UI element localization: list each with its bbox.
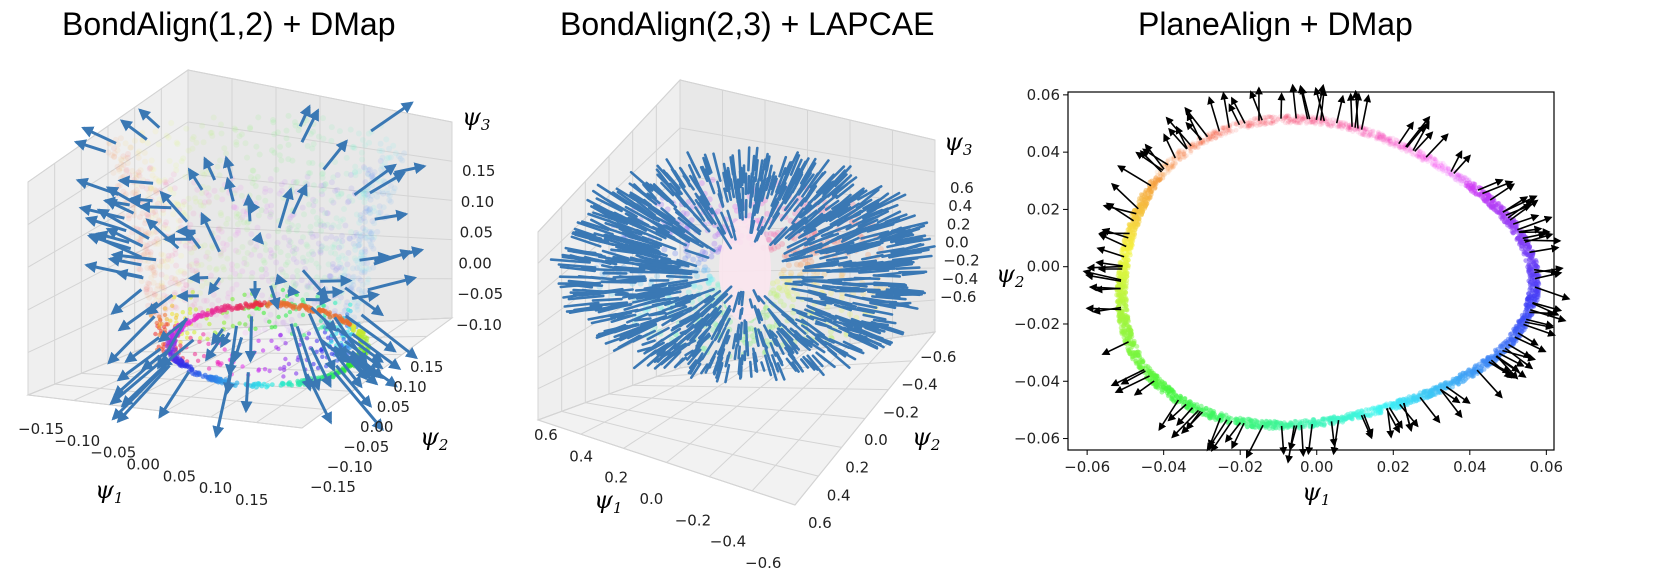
panel-1-ytick: 0.05 [377, 398, 410, 416]
panel-2-ztick: 0.6 [950, 179, 974, 197]
panel-3-xtick: −0.04 [1141, 458, 1187, 476]
panel-1-ytick: 0.15 [410, 358, 443, 376]
panel-2-xtick: 0.2 [604, 469, 628, 487]
panel-2-ytick: −0.4 [901, 376, 937, 394]
panel-2-ztick: 0.2 [947, 215, 971, 233]
panel-2-ztick: 0.0 [945, 234, 969, 252]
panel-1-ztick: 0.05 [460, 224, 493, 242]
panel-1-ztick: 0.15 [462, 162, 495, 180]
panel-1-ticks: −0.15−0.10−0.050.000.050.100.15−0.15−0.1… [18, 162, 503, 509]
panel-3-ring [1114, 112, 1542, 431]
panel-3-xtick: 0.06 [1530, 458, 1563, 476]
panel-2-xtick: −0.4 [710, 533, 746, 551]
panel-2-xtick: −0.2 [675, 511, 711, 529]
panel-2-ylabel: ψ2 [912, 423, 940, 454]
panel-1-ztick: −0.10 [456, 316, 502, 334]
panel-1-xtick: 0.15 [235, 491, 268, 509]
panel-1-plot: −0.15−0.10−0.050.000.050.100.15−0.15−0.1… [18, 69, 503, 509]
panel-3-ytick: 0.00 [1027, 258, 1060, 276]
panel-1-ztick: 0.10 [461, 193, 494, 211]
panel-3-ytick: 0.04 [1027, 143, 1060, 161]
panel-1-title: BondAlign(1,2) + DMap [62, 6, 396, 42]
panel-1-xtick: −0.15 [18, 420, 64, 438]
panel-1-xlabel: ψ1 [95, 476, 123, 507]
panel-2-ytick: 0.0 [864, 431, 888, 449]
panel-3-xtick: −0.02 [1217, 458, 1263, 476]
panel-2-ytick: 0.4 [827, 486, 851, 504]
panel-2-ztick: −0.2 [943, 252, 979, 270]
panel-2-xtick: −0.6 [745, 554, 781, 572]
panel-1-arrows [73, 101, 427, 439]
panel-3-xtick: −0.06 [1064, 458, 1110, 476]
panel-1-xtick: 0.00 [127, 456, 160, 474]
panel-2-ztick: −0.6 [940, 288, 976, 306]
panel-2-arrows [549, 146, 936, 384]
panel-3-ticks: −0.06 −0.04 −0.02 0.00 0.02 0.04 0.06 0.06 0.04 0… [1014, 86, 1563, 476]
panel-2-zlabel: ψ3 [944, 128, 972, 159]
panel-2-title: BondAlign(2,3) + LAPCAE [560, 6, 935, 42]
panel-3-ylabel: ψ2 [996, 260, 1024, 291]
panel-3-frame [1067, 91, 1555, 451]
panel-3-plot: −0.06 −0.04 −0.02 0.00 0.02 0.04 0.06 0.06 0.04 0… [996, 83, 1571, 509]
panel-3-ytick: −0.02 [1014, 315, 1060, 333]
panel-1-ytick: −0.05 [343, 438, 389, 456]
panel-1-ytick: −0.15 [310, 478, 356, 496]
panel-3-xtick: 0.04 [1453, 458, 1486, 476]
panel-3-ytick: −0.06 [1014, 430, 1060, 448]
panel-3-ytick: −0.04 [1014, 372, 1060, 390]
panel-3-xlabel: ψ1 [1302, 478, 1330, 509]
panel-2-xtick: 0.4 [569, 447, 593, 465]
panel-2-ytick: −0.6 [920, 348, 956, 366]
panel-3-arrows [1082, 83, 1571, 464]
panel-1-xtick: 0.10 [199, 479, 232, 497]
panel-1-zlabel: ψ3 [462, 103, 490, 134]
panel-1-ytick: 0.00 [360, 418, 393, 436]
panel-2-plot: 0.60.40.20.0−0.2−0.4−0.6−0.6−0.4−0.20.00… [534, 78, 980, 572]
panel-2-ytick: 0.6 [808, 514, 832, 532]
panel-1-ztick: −0.05 [457, 285, 503, 303]
panel-2-ticks: 0.60.40.20.0−0.2−0.4−0.6−0.6−0.4−0.20.00… [534, 179, 980, 572]
panel-3-title: PlaneAlign + DMap [1138, 6, 1413, 42]
panel-2-ztick: −0.4 [942, 270, 978, 288]
panel-1-ztick: 0.00 [458, 254, 491, 272]
panel-1-xtick: −0.10 [54, 432, 100, 450]
panel-2-ytick: 0.2 [845, 459, 869, 477]
panel-2-xtick: 0.0 [640, 490, 664, 508]
panel-2-xtick: 0.6 [534, 426, 558, 444]
panel-3-xtick: 0.00 [1300, 458, 1333, 476]
panel-1-ytick: −0.10 [327, 458, 373, 476]
panel-1-xtick: 0.05 [163, 467, 196, 485]
panel-3-ytick: 0.06 [1027, 86, 1060, 104]
panel-2-ztick: 0.4 [948, 197, 972, 215]
panel-1-ylabel: ψ2 [420, 423, 448, 454]
panel-1-ytick: 0.10 [393, 378, 426, 396]
panel-3-xtick: 0.02 [1377, 458, 1410, 476]
panel-2-xlabel: ψ1 [594, 486, 622, 517]
panel-3-ytick: 0.02 [1027, 200, 1060, 218]
panel-1-xtick: −0.05 [90, 444, 136, 462]
panel-2-ytick: −0.2 [883, 403, 919, 421]
